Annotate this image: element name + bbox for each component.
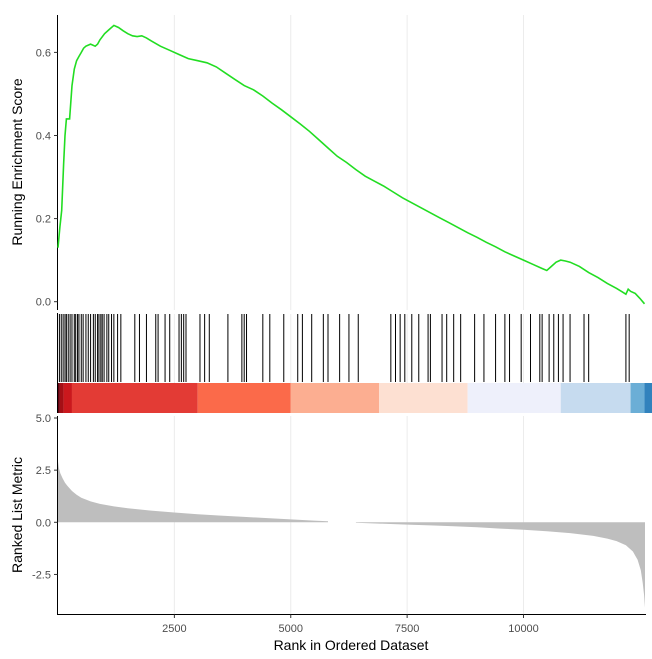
- enrichment-gridlines: [173, 15, 525, 310]
- x-ticks: 2500 5000 7500 10000: [162, 614, 539, 635]
- x-axis-label: Rank in Ordered Dataset: [274, 637, 429, 653]
- colorbar-segment: [560, 383, 631, 413]
- running-enrichment-score-line: [57, 24, 646, 305]
- ranked-y-tick-label: 2.5: [36, 465, 51, 477]
- ranked-list-panel: -2.5 0.0 2.5 5.0 2500 5000 7500 10000 Ranked L…: [9, 413, 646, 653]
- ranked-y-tick-label: 0.0: [36, 517, 51, 529]
- ranked-gridlines: [173, 416, 525, 614]
- ranked-list-metric-area: [58, 461, 645, 608]
- enrichment-y-axis-label: Running Enrichment Score: [9, 78, 25, 246]
- colorbar-segment: [644, 383, 652, 413]
- enrichment-panel: 0.0 0.2 0.4 0.6 Running Enrichment Score: [9, 15, 646, 310]
- x-tick-label: 7500: [395, 623, 419, 635]
- ranked-y-ticks: -2.5 0.0 2.5 5.0: [32, 413, 58, 581]
- ranked-y-tick-label: 5.0: [36, 413, 51, 425]
- enrichment-y-tick-label: 0.4: [36, 130, 51, 142]
- enrichment-y-tick-label: 0.2: [36, 214, 51, 226]
- x-tick-label: 10000: [508, 623, 539, 635]
- colorbar-segment: [58, 383, 60, 413]
- enrichment-y-tick-label: 0.0: [36, 297, 51, 309]
- enrichment-y-tick-label: 0.6: [36, 47, 51, 59]
- hits-panel: [57, 313, 630, 413]
- ranked-list-colorbar: [58, 383, 652, 413]
- enrichment-y-ticks: 0.0 0.2 0.4 0.6: [36, 47, 58, 309]
- x-tick-label: 5000: [279, 623, 303, 635]
- gene-hit-ticks: [58, 314, 630, 382]
- colorbar-segment: [71, 383, 198, 413]
- colorbar-segment: [379, 383, 468, 413]
- colorbar-segment: [63, 383, 72, 413]
- ranked-y-axis-label: Ranked List Metric: [9, 457, 25, 573]
- x-tick-label: 2500: [162, 623, 186, 635]
- colorbar-segment: [59, 383, 64, 413]
- colorbar-segment: [467, 383, 561, 413]
- colorbar-segment: [197, 383, 291, 413]
- ranked-y-tick-label: -2.5: [32, 569, 51, 581]
- colorbar-segment: [630, 383, 645, 413]
- colorbar-segment: [290, 383, 380, 413]
